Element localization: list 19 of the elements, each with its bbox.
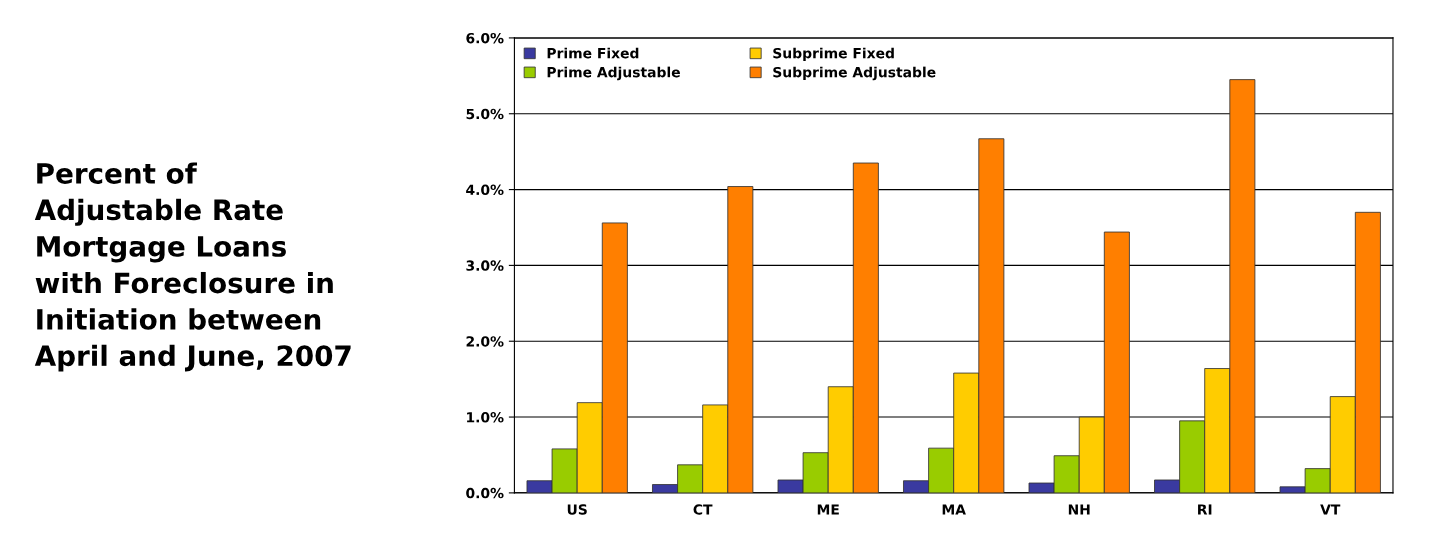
y-tick-label: 6.0%: [466, 32, 504, 44]
x-tick-label: US: [567, 504, 587, 515]
text: Percent of Adjustable Rate Mortgage Loans with Foreclosure in Initiation between April and June, 2007: [34, 162, 351, 372]
legend-label: Prime Adjustable: [547, 66, 680, 81]
y-tick-label: 3.0%: [466, 260, 504, 271]
x-tick-label: NH: [1068, 504, 1090, 515]
legend-label: Subprime Fixed: [773, 47, 894, 62]
x-tick-label: VT: [1320, 504, 1341, 515]
y-tick-label: 2.0%: [466, 336, 504, 347]
y-tick-label: 5.0%: [466, 108, 504, 120]
y-tick-label: 1.0%: [467, 412, 504, 423]
legend-label: Prime Fixed: [547, 47, 639, 59]
x-tick-label: RI: [1198, 504, 1212, 515]
legend-label: Subprime Adjustable: [773, 66, 936, 81]
x-tick-label: CT: [693, 504, 713, 515]
x-tick-label: MA: [942, 504, 966, 515]
y-tick-label: 4.0%: [466, 184, 504, 196]
y-tick-label: 0.0%: [466, 487, 504, 499]
x-tick-label: ME: [817, 504, 839, 515]
